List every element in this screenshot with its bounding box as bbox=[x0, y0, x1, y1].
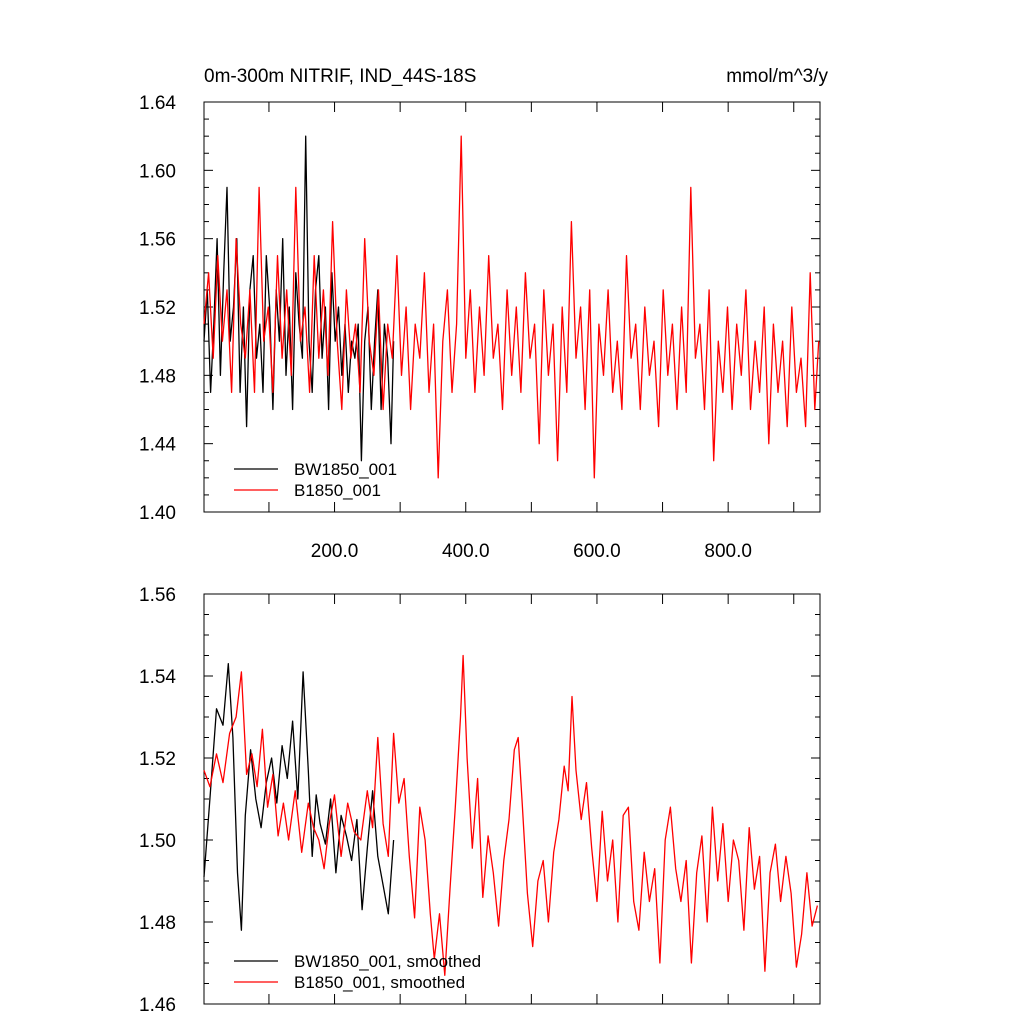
y-tick-label: 1.52 bbox=[139, 749, 176, 770]
y-tick-label: 1.40 bbox=[139, 503, 176, 524]
units-label: mmol/m^3/y bbox=[726, 66, 828, 87]
legend-label-bw1850-smoothed: BW1850_001, smoothed bbox=[294, 952, 481, 971]
y-tick-label: 1.48 bbox=[139, 366, 176, 387]
y-tick-label: 1.46 bbox=[139, 995, 176, 1016]
top-series-lines bbox=[203, 135, 820, 479]
y-tick-label: 1.44 bbox=[139, 435, 176, 456]
x-tick-label: 200.0 bbox=[311, 541, 359, 562]
bottom-series-lines bbox=[203, 654, 819, 976]
y-tick-label: 1.56 bbox=[139, 230, 176, 251]
series-line-b1850-001-smoothed bbox=[203, 654, 819, 976]
y-tick-label: 1.52 bbox=[139, 298, 176, 319]
y-tick-label: 1.60 bbox=[139, 161, 176, 182]
y-tick-label: 1.48 bbox=[139, 913, 176, 934]
bottom-chart-panel: 1.46 1.48 1.50 1.52 1.54 1.56 BW1850_001, smo… bbox=[139, 585, 821, 1016]
legend-label-b1850: B1850_001 bbox=[294, 481, 381, 500]
top-chart-panel: 0m-300m NITRIF, IND_44S-18S mmol/m^3/y 1… bbox=[139, 66, 828, 562]
x-tick-label: 600.0 bbox=[573, 541, 621, 562]
series-line-bw1850-001-smoothed bbox=[203, 663, 395, 931]
bottom-legend: BW1850_001, smoothed B1850_001, smoothed bbox=[234, 952, 481, 992]
top-axis-ticks: 1.40 1.44 1.48 1.52 1.56 1.60 1.64 200.0 400.0 60… bbox=[139, 93, 820, 562]
x-tick-label: 400.0 bbox=[442, 541, 490, 562]
y-tick-label: 1.50 bbox=[139, 831, 176, 852]
x-tick-label: 800.0 bbox=[704, 541, 752, 562]
y-tick-label: 1.64 bbox=[139, 93, 176, 114]
y-tick-label: 1.54 bbox=[139, 667, 176, 688]
bottom-axis-ticks: 1.46 1.48 1.50 1.52 1.54 1.56 bbox=[139, 585, 820, 1016]
legend-label-bw1850: BW1850_001 bbox=[294, 460, 397, 479]
chart-title: 0m-300m NITRIF, IND_44S-18S bbox=[204, 66, 476, 87]
series-line-b1850-001 bbox=[203, 135, 820, 479]
top-legend: BW1850_001 B1850_001 bbox=[234, 460, 397, 500]
legend-label-b1850-smoothed: B1850_001, smoothed bbox=[294, 973, 465, 992]
y-tick-label: 1.56 bbox=[139, 585, 176, 606]
